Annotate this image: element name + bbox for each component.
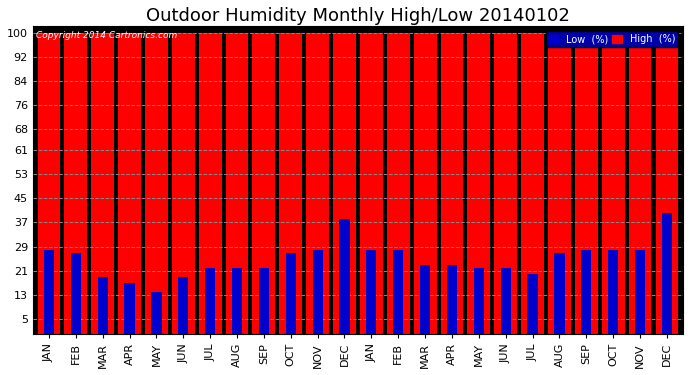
Bar (97, 277, 108, 334)
Bar (440, 33, 464, 334)
Bar (205, 268, 215, 334)
Bar (360, 33, 383, 334)
Bar (232, 268, 242, 334)
Bar (279, 33, 302, 334)
Bar (339, 219, 350, 334)
Text: Copyright 2014 Cartronics.com: Copyright 2014 Cartronics.com (36, 31, 177, 40)
Bar (145, 33, 168, 334)
Bar (629, 33, 651, 334)
Bar (199, 33, 221, 334)
Bar (635, 250, 645, 334)
Bar (527, 274, 538, 334)
Bar (387, 33, 410, 334)
Bar (474, 268, 484, 334)
Bar (575, 33, 598, 334)
Bar (226, 33, 248, 334)
Bar (118, 33, 141, 334)
Bar (124, 283, 135, 334)
Bar (602, 33, 624, 334)
Bar (393, 250, 404, 334)
Bar (467, 33, 491, 334)
Bar (253, 33, 275, 334)
Bar (70, 253, 81, 334)
Title: Outdoor Humidity Monthly High/Low 20140102: Outdoor Humidity Monthly High/Low 201401… (146, 7, 570, 25)
Bar (420, 265, 430, 334)
Bar (172, 33, 195, 334)
Bar (44, 250, 54, 334)
Bar (548, 33, 571, 334)
Bar (91, 33, 114, 334)
Bar (178, 277, 188, 334)
Bar (313, 250, 323, 334)
Bar (286, 253, 296, 334)
Bar (501, 268, 511, 334)
Bar (259, 268, 269, 334)
Bar (662, 213, 672, 334)
Bar (494, 33, 517, 334)
Bar (333, 33, 356, 334)
Bar (554, 253, 564, 334)
Bar (608, 250, 618, 334)
Bar (366, 250, 377, 334)
Bar (37, 33, 60, 334)
Bar (656, 33, 678, 334)
Bar (151, 292, 161, 334)
Bar (581, 250, 591, 334)
Bar (414, 33, 437, 334)
Bar (447, 265, 457, 334)
Bar (521, 33, 544, 334)
Bar (64, 33, 87, 334)
Bar (306, 33, 329, 334)
Legend: Low  (%), High  (%): Low (%), High (%) (546, 32, 678, 47)
